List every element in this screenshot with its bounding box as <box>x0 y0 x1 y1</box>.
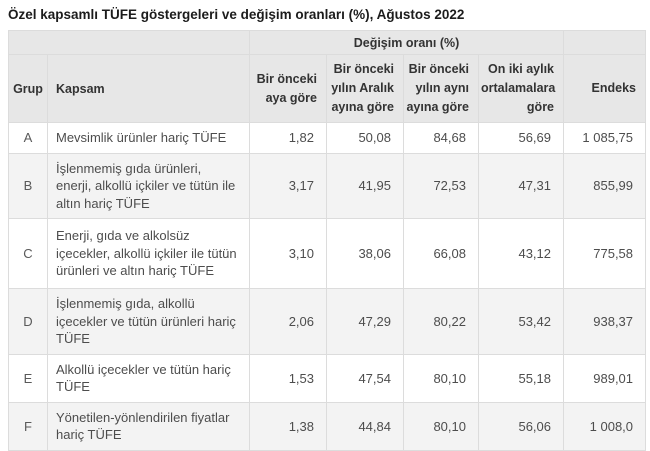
value-since-dec: 38,06 <box>326 218 404 290</box>
column-header-row: Grup Kapsam Bir önceki aya göre Bir önce… <box>8 54 647 123</box>
column-header-kapsam: Kapsam <box>47 54 250 123</box>
group-letter: D <box>8 288 48 355</box>
kapsam-label: Enerji, gıda ve alkolsüz içecekler, alko… <box>47 218 250 290</box>
value-since-dec: 50,08 <box>326 122 404 154</box>
value-annual: 72,53 <box>403 152 479 220</box>
value-annual: 80,10 <box>403 401 479 451</box>
value-endeks: 1 008,0 <box>563 401 647 451</box>
header-spacer-right <box>563 30 647 55</box>
page-title: Özel kapsamlı TÜFE göstergeleri ve değiş… <box>8 7 465 22</box>
tufe-indicators-table: Değişim oranı (%) Grup Kapsam Bir önceki… <box>8 30 647 451</box>
table-row-c: C Enerji, gıda ve alkolsüz içecekler, al… <box>8 218 647 290</box>
value-endeks: 1 085,75 <box>563 122 647 154</box>
table-row-d: D İşlenmemiş gıda, alkollü içecekler ve … <box>8 288 647 355</box>
value-monthly: 1,38 <box>249 401 327 451</box>
value-12m-avg: 56,69 <box>477 122 565 154</box>
value-annual: 84,68 <box>403 122 479 154</box>
value-monthly: 3,17 <box>249 152 327 220</box>
kapsam-label: İşlenmemiş gıda ürünleri, enerji, alkoll… <box>47 152 250 220</box>
group-letter: B <box>8 152 48 220</box>
group-letter: F <box>8 401 48 451</box>
table-row-b: B İşlenmemiş gıda ürünleri, enerji, alko… <box>8 152 647 220</box>
value-annual: 66,08 <box>403 218 479 290</box>
value-12m-avg: 43,12 <box>477 218 565 290</box>
value-12m-avg: 53,42 <box>477 288 565 355</box>
value-endeks: 775,58 <box>563 218 647 290</box>
table-row-a: A Mevsimlik ürünler hariç TÜFE 1,82 50,0… <box>8 122 647 154</box>
column-header-grup: Grup <box>8 54 48 123</box>
value-endeks: 989,01 <box>563 353 647 403</box>
kapsam-label: Yönetilen-yönlendirilen fiyatlar hariç T… <box>47 401 250 451</box>
kapsam-label: Alkollü içecekler ve tütün hariç TÜFE <box>47 353 250 403</box>
kapsam-label: İşlenmemiş gıda, alkollü içecekler ve tü… <box>47 288 250 355</box>
value-monthly: 3,10 <box>249 218 327 290</box>
value-annual: 80,22 <box>403 288 479 355</box>
value-annual: 80,10 <box>403 353 479 403</box>
group-letter: C <box>8 218 48 290</box>
value-since-dec: 47,29 <box>326 288 404 355</box>
value-monthly: 2,06 <box>249 288 327 355</box>
value-since-dec: 47,54 <box>326 353 404 403</box>
kapsam-label: Mevsimlik ürünler hariç TÜFE <box>47 122 250 154</box>
group-letter: A <box>8 122 48 154</box>
column-header-endeks: Endeks <box>563 54 647 123</box>
table-row-f: F Yönetilen-yönlendirilen fiyatlar hariç… <box>8 401 647 451</box>
table-row-e: E Alkollü içecekler ve tütün hariç TÜFE … <box>8 353 647 403</box>
group-letter: E <box>8 353 48 403</box>
column-header-annual-change: Bir önceki yılın aynı ayına göre <box>403 54 479 123</box>
value-since-dec: 44,84 <box>326 401 404 451</box>
value-12m-avg: 56,06 <box>477 401 565 451</box>
column-header-12month-average: On iki aylık ortalamalara göre <box>477 54 565 123</box>
group-header-row: Değişim oranı (%) <box>8 30 647 55</box>
group-header-degisim-orani: Değişim oranı (%) <box>248 30 565 55</box>
value-monthly: 1,53 <box>249 353 327 403</box>
value-monthly: 1,82 <box>249 122 327 154</box>
header-spacer-left <box>8 30 250 55</box>
value-12m-avg: 47,31 <box>477 152 565 220</box>
column-header-monthly-change: Bir önceki aya göre <box>249 54 327 123</box>
value-endeks: 938,37 <box>563 288 647 355</box>
column-header-since-december: Bir önceki yılın Aralık ayına göre <box>326 54 404 123</box>
value-endeks: 855,99 <box>563 152 647 220</box>
value-since-dec: 41,95 <box>326 152 404 220</box>
value-12m-avg: 55,18 <box>477 353 565 403</box>
